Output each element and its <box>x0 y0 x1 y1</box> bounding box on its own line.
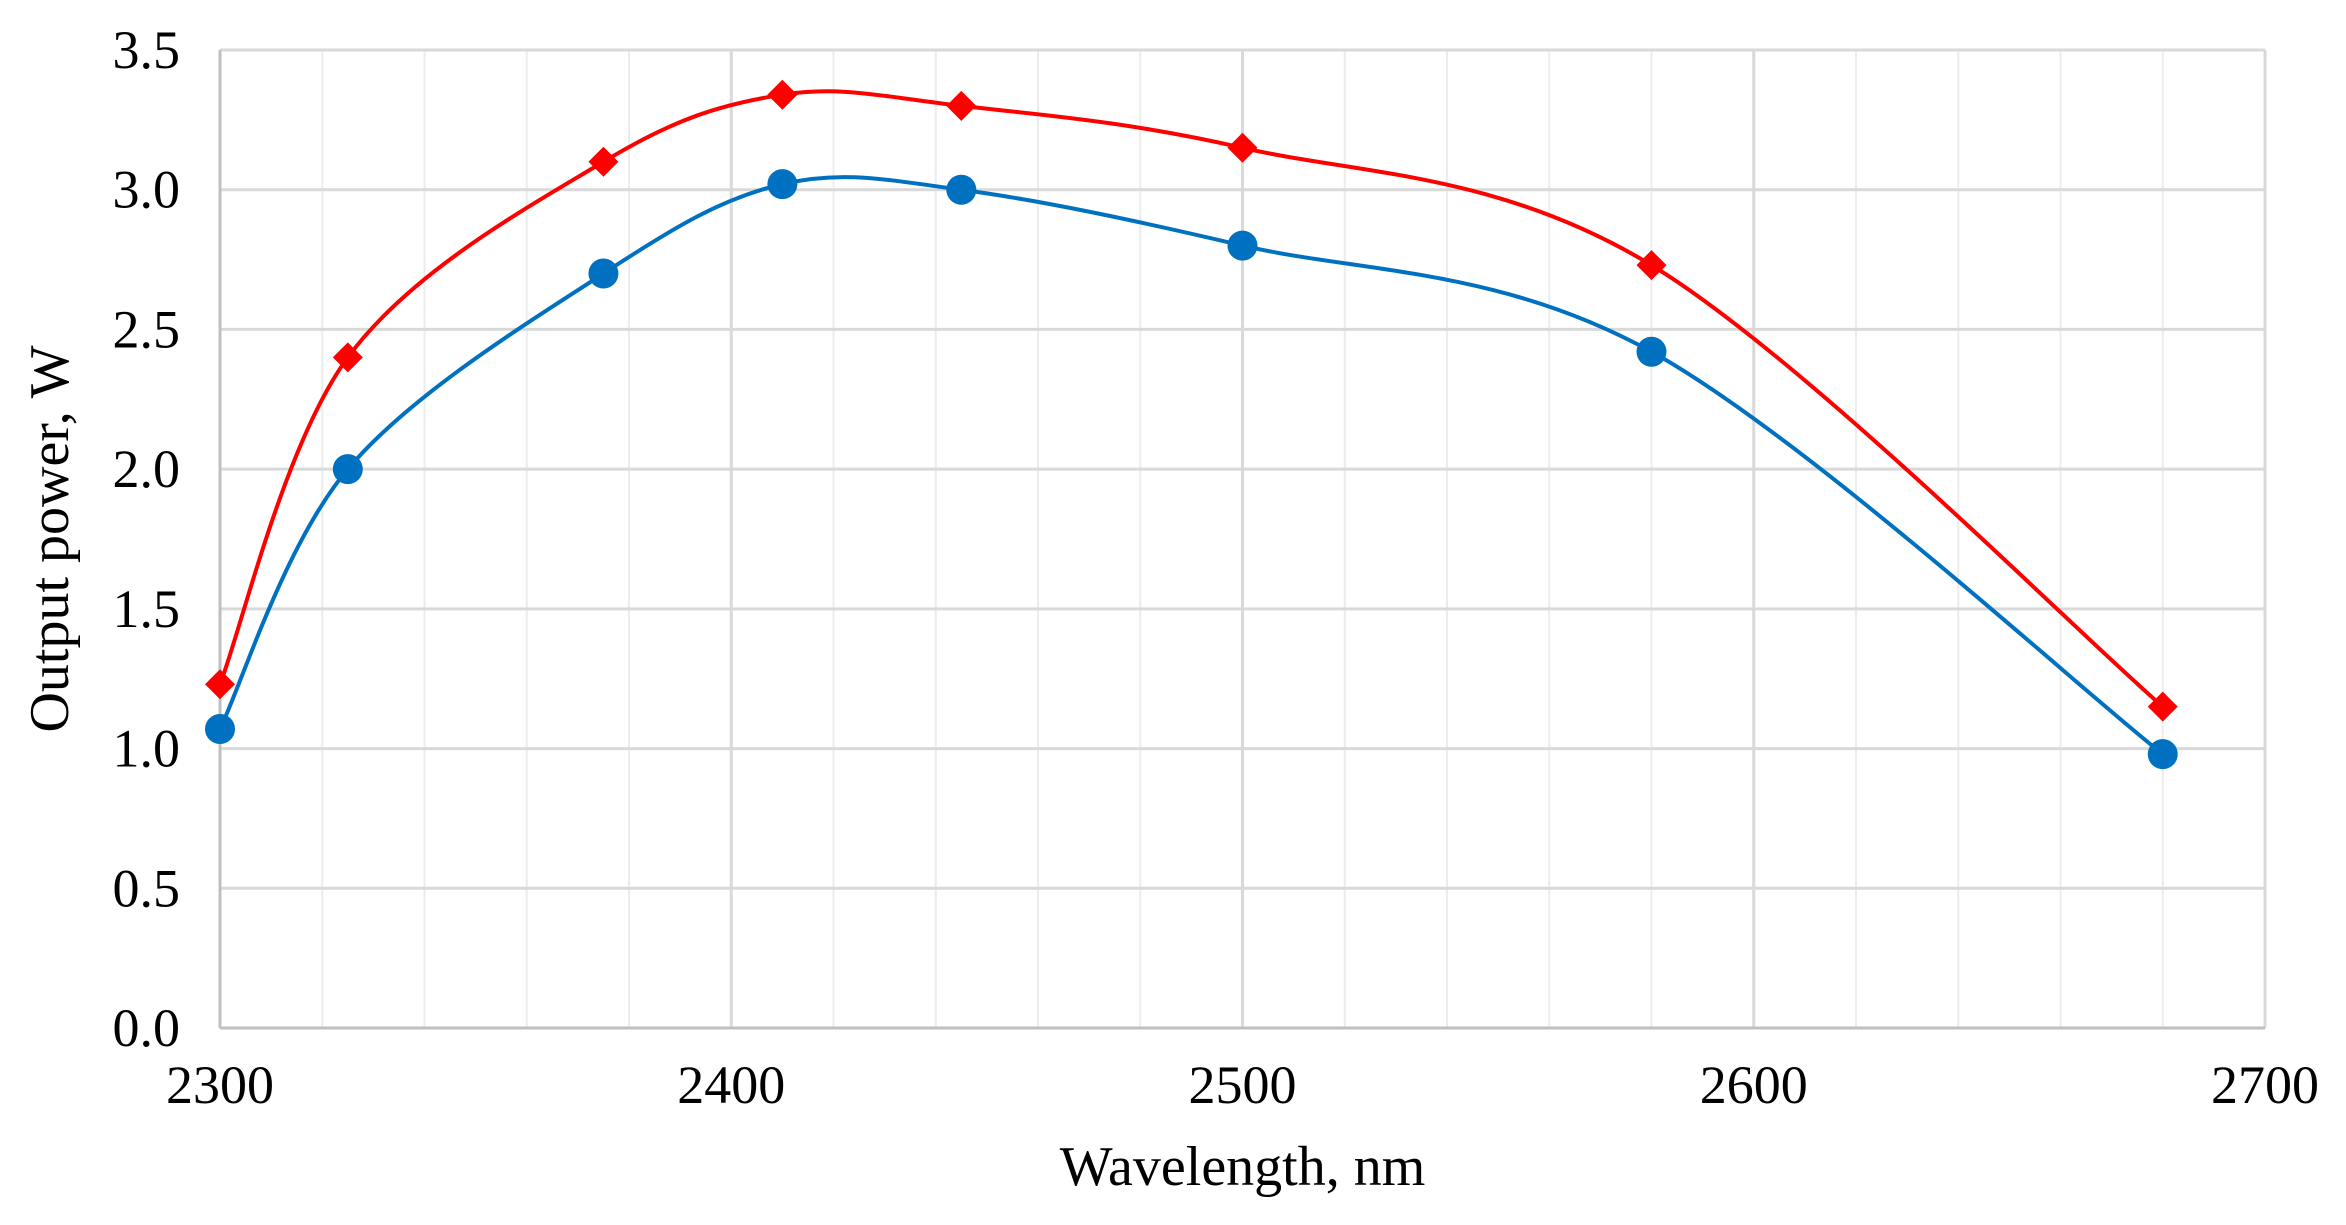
diamond-marker <box>767 79 798 110</box>
y-tick-labels: 0.0 0.5 1.0 1.5 2.0 2.5 3.0 3.5 <box>113 20 181 1058</box>
circle-marker <box>1227 230 1258 261</box>
x-tick-label: 2600 <box>1700 1055 1808 1115</box>
circle-marker <box>1636 336 1667 367</box>
diamond-marker <box>205 669 235 700</box>
x-tick-label: 2400 <box>677 1055 785 1115</box>
y-tick-label: 2.0 <box>113 439 181 499</box>
y-tick-label: 3.5 <box>113 20 181 80</box>
diamond-marker <box>1636 250 1667 281</box>
y-tick-label: 1.5 <box>113 579 181 639</box>
y-tick-label: 0.5 <box>113 858 181 918</box>
y-tick-label: 3.0 <box>113 160 181 220</box>
data-markers <box>205 79 2178 770</box>
y-tick-label: 0.0 <box>113 998 181 1058</box>
circle-marker <box>767 169 798 200</box>
trendline-series-2 <box>218 175 2164 756</box>
x-axis-title: Wavelength, nm <box>1060 1136 1426 1198</box>
y-axis-title: Output power, W <box>19 345 81 732</box>
axes <box>218 50 2265 1030</box>
diamond-marker <box>588 146 619 177</box>
x-tick-label: 2300 <box>166 1055 274 1115</box>
diamond-marker <box>946 90 977 121</box>
x-tick-label: 2500 <box>1189 1055 1297 1115</box>
circle-marker <box>2147 739 2178 770</box>
diamond-marker <box>1227 132 1258 163</box>
trendline-series-1 <box>218 89 2165 709</box>
circle-marker <box>332 454 363 485</box>
diamond-marker <box>332 342 363 373</box>
circle-marker <box>588 258 619 289</box>
circle-marker <box>946 174 977 205</box>
y-tick-label: 1.0 <box>113 719 181 779</box>
x-tick-label: 2700 <box>2211 1055 2319 1115</box>
diamond-marker <box>2147 691 2178 722</box>
circle-marker <box>205 714 235 745</box>
major-gridlines <box>220 48 2267 1028</box>
x-tick-labels: 2300 2400 2500 2600 2700 <box>166 1055 2319 1115</box>
y-tick-label: 2.5 <box>113 299 181 359</box>
